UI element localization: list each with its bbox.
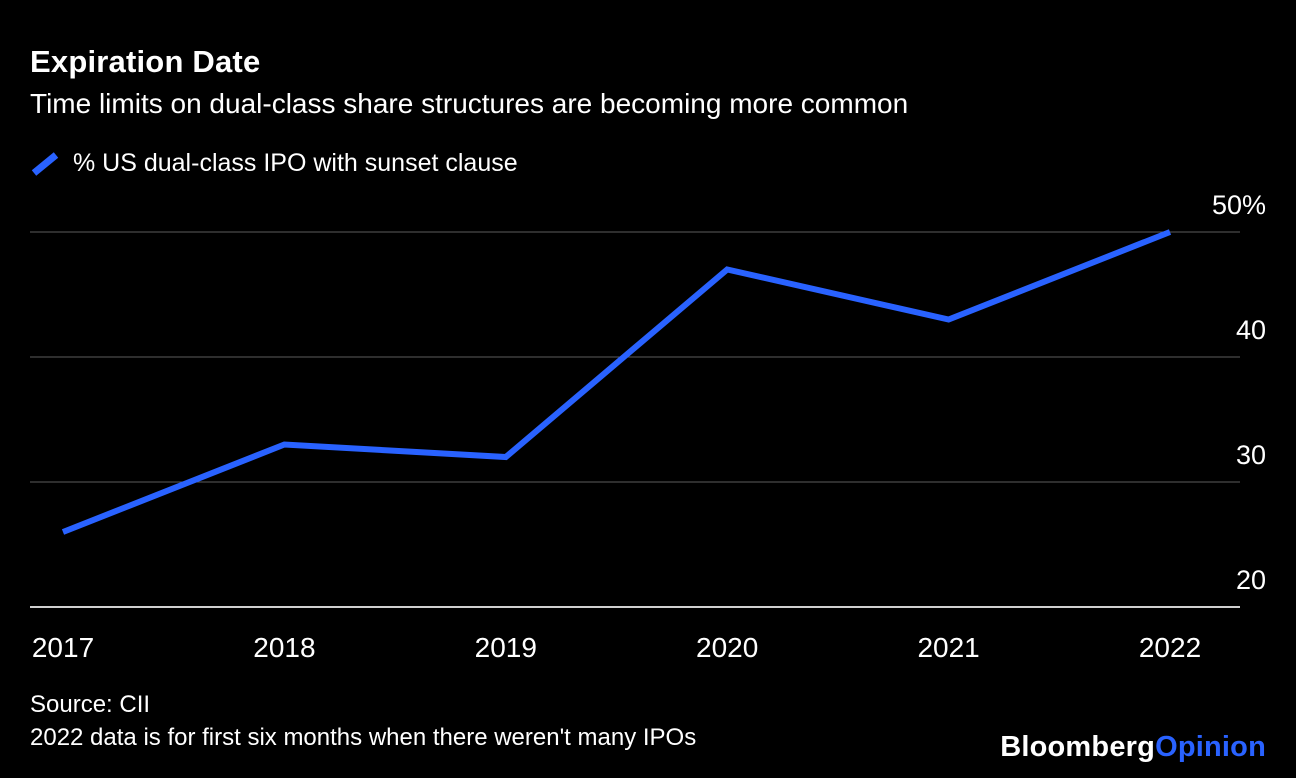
x-axis-tick-label: 2017	[31, 632, 95, 663]
legend: % US dual-class IPO with sunset clause	[30, 149, 518, 178]
brand-bloomberg: Bloomberg	[1000, 731, 1156, 763]
y-axis-tick-label: 20	[1235, 565, 1266, 595]
chart-subtitle: Time limits on dual-class share structur…	[30, 88, 909, 119]
x-axis-tick-label: 2018	[253, 632, 316, 663]
y-axis-tick-label: 50%	[1211, 190, 1266, 220]
bloomberg-opinion-logo: BloombergOpinion	[1000, 731, 1266, 764]
legend-line-icon	[31, 151, 59, 176]
x-axis-tick-label: 2019	[474, 632, 537, 663]
legend-label: % US dual-class IPO with sunset clause	[73, 149, 518, 177]
x-axis-tick-label: 2022	[1138, 632, 1202, 663]
y-axis-tick-label: 30	[1235, 440, 1266, 470]
series-line-sunset-clause	[61, 229, 1172, 535]
x-axis-tick-label: 2020	[696, 632, 759, 663]
source-text: Source: CII	[30, 691, 151, 718]
y-axis-tick-label: 40	[1235, 315, 1266, 345]
chart-title: Expiration Date	[30, 44, 261, 79]
brand-opinion: Opinion	[1155, 731, 1266, 763]
footnote: 2022 data is for first six months when t…	[30, 724, 697, 751]
footer: Source: CII 2022 data is for first six m…	[30, 688, 696, 754]
x-axis-tick-label: 2021	[917, 632, 980, 663]
